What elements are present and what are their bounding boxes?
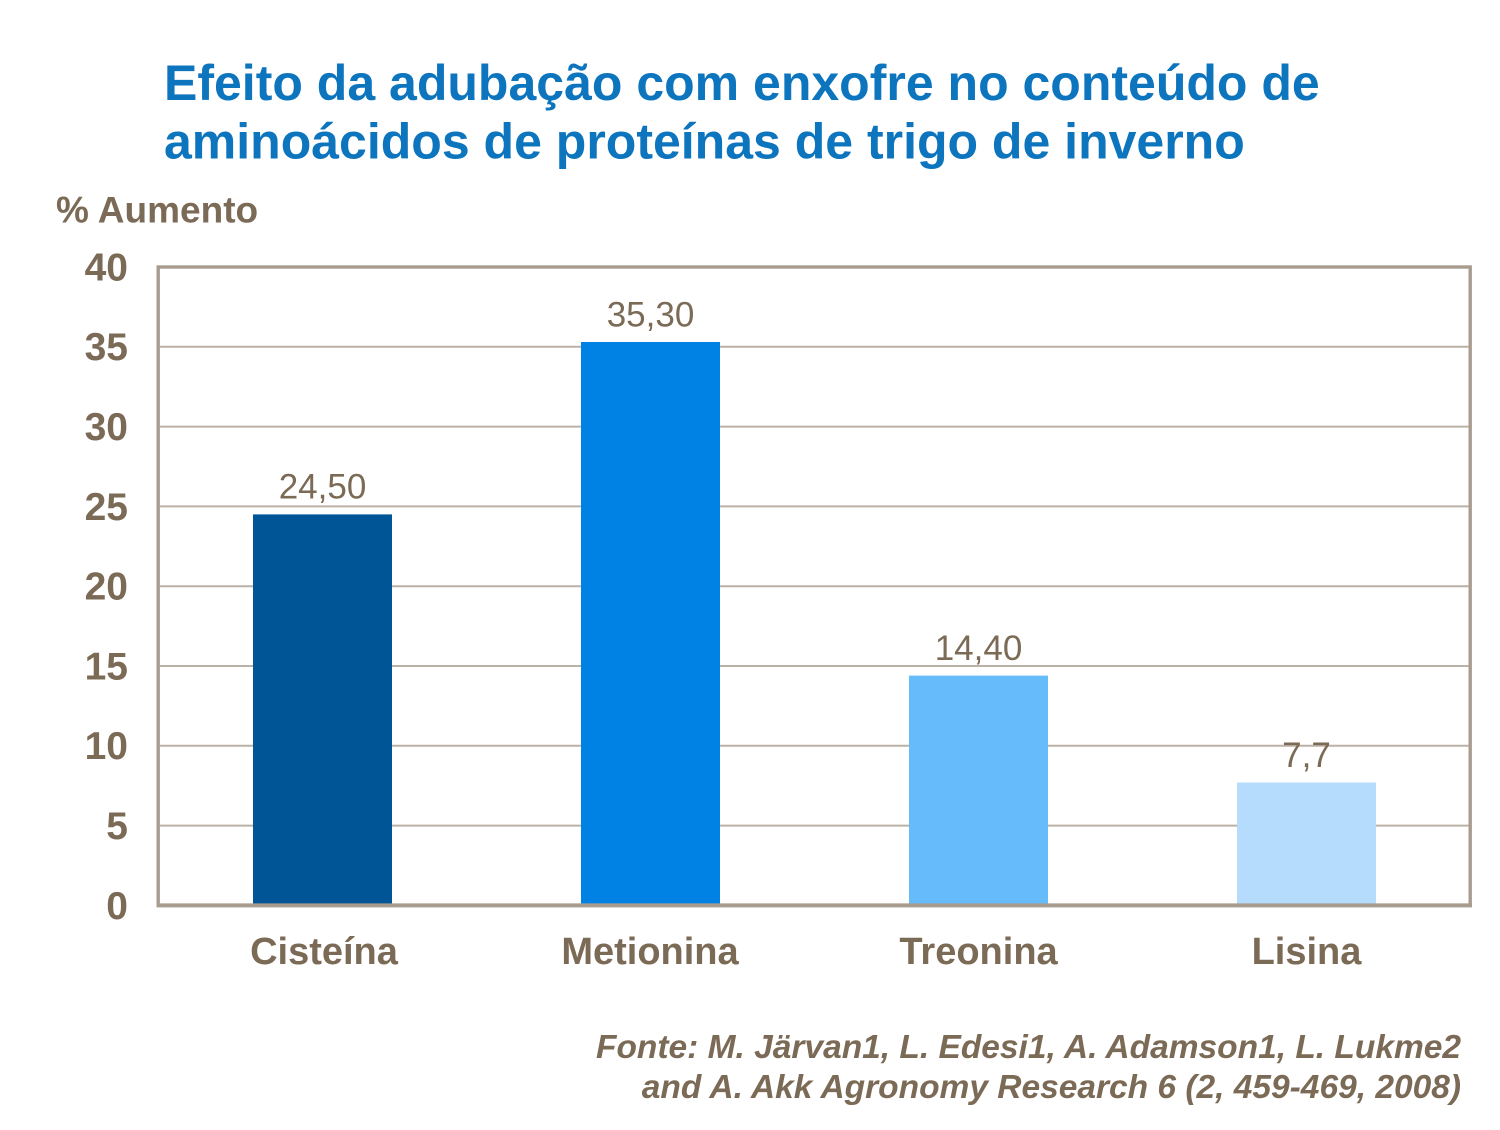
svg-text:14,40: 14,40 bbox=[935, 629, 1023, 668]
svg-text:10: 10 bbox=[85, 725, 128, 768]
svg-text:Lisina: Lisina bbox=[1252, 931, 1363, 973]
svg-text:% Aumento: % Aumento bbox=[56, 190, 258, 231]
svg-text:and A. Akk Agronomy Research 6: and A. Akk Agronomy Research 6 (2, 459-4… bbox=[642, 1069, 1461, 1106]
svg-text:Cisteína: Cisteína bbox=[250, 931, 399, 973]
svg-text:35: 35 bbox=[85, 326, 128, 369]
svg-text:24,50: 24,50 bbox=[279, 467, 367, 506]
svg-text:20: 20 bbox=[85, 566, 128, 609]
svg-text:15: 15 bbox=[85, 645, 128, 688]
svg-text:Metionina: Metionina bbox=[561, 931, 739, 973]
svg-text:Fonte: M. Järvan1, L. Edesi1,: Fonte: M. Järvan1, L. Edesi1, A. Adamson… bbox=[596, 1029, 1461, 1066]
svg-text:35,30: 35,30 bbox=[607, 295, 695, 334]
svg-text:Efeito da adubação com enxofre: Efeito da adubação com enxofre no conteú… bbox=[164, 55, 1320, 111]
svg-text:Treonina: Treonina bbox=[899, 931, 1058, 973]
svg-text:25: 25 bbox=[85, 486, 128, 529]
svg-text:0: 0 bbox=[106, 885, 128, 928]
svg-text:5: 5 bbox=[106, 805, 128, 848]
svg-text:aminoácidos de proteínas de tr: aminoácidos de proteínas de trigo de inv… bbox=[164, 114, 1245, 170]
svg-text:30: 30 bbox=[85, 406, 128, 449]
svg-text:40: 40 bbox=[85, 246, 128, 289]
svg-text:7,7: 7,7 bbox=[1282, 736, 1331, 775]
